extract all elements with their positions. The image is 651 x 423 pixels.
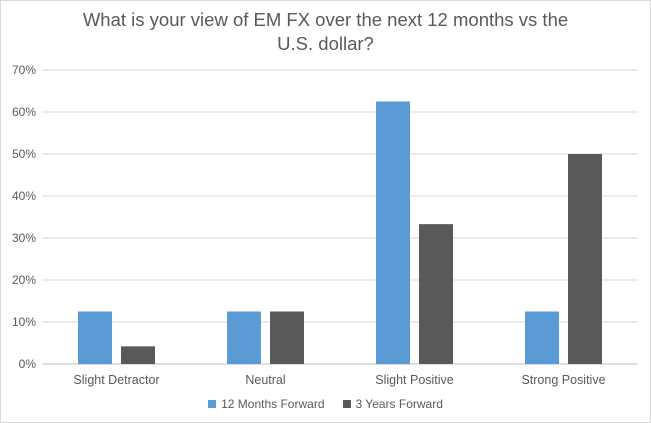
- bar-3-years-neutral: [270, 311, 304, 364]
- bar-3-years-slight-positive: [419, 224, 453, 364]
- bar-3-years-strong-positive: [568, 154, 602, 364]
- x-category-label: Neutral: [245, 373, 285, 387]
- legend-label-12-months: 12 Months Forward: [221, 397, 325, 411]
- legend-item-12-months: 12 Months Forward: [208, 397, 325, 411]
- x-category-label: Strong Positive: [521, 373, 605, 387]
- y-tick-label: 0%: [19, 357, 37, 371]
- legend-swatch-12-months: [208, 400, 217, 408]
- bar-12-months-neutral: [227, 311, 261, 364]
- legend-label-3-years: 3 Years Forward: [355, 397, 443, 411]
- y-tick-label: 20%: [12, 273, 36, 287]
- chart-title: What is your view of EM FX over the next…: [0, 8, 651, 56]
- chart-title-line-2: U.S. dollar?: [277, 33, 374, 54]
- x-category-label: Slight Detractor: [73, 373, 159, 387]
- y-tick-label: 40%: [12, 189, 36, 203]
- chart-legend: 12 Months Forward 3 Years Forward: [0, 397, 651, 411]
- legend-swatch-3-years: [342, 400, 351, 408]
- y-tick-label: 10%: [12, 315, 36, 329]
- legend-item-3-years: 3 Years Forward: [342, 397, 443, 411]
- bar-12-months-slight-positive: [376, 101, 410, 364]
- y-tick-label: 60%: [12, 105, 36, 119]
- x-category-label: Slight Positive: [375, 373, 454, 387]
- y-tick-label: 50%: [12, 147, 36, 161]
- y-tick-label: 30%: [12, 231, 36, 245]
- bar-12-months-slight-detractor: [78, 311, 112, 364]
- bar-12-months-strong-positive: [525, 311, 559, 364]
- chart-title-line-1: What is your view of EM FX over the next…: [82, 9, 569, 30]
- y-tick-label: 70%: [12, 63, 36, 77]
- bar-3-years-slight-detractor: [121, 346, 155, 364]
